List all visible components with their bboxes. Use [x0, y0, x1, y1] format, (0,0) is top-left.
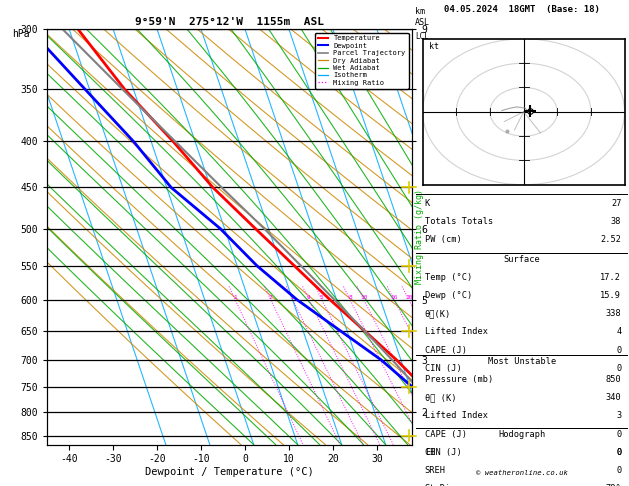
- Text: Surface: Surface: [504, 255, 540, 264]
- Title: 9°59'N  275°12'W  1155m  ASL: 9°59'N 275°12'W 1155m ASL: [135, 17, 324, 27]
- Text: 8: 8: [348, 295, 352, 300]
- Text: 2.52: 2.52: [601, 235, 621, 244]
- Text: θᴇ (K): θᴇ (K): [425, 393, 457, 402]
- Text: CAPE (J): CAPE (J): [425, 346, 467, 355]
- Text: LCL: LCL: [416, 32, 430, 41]
- Text: θᴇ(K): θᴇ(K): [425, 310, 451, 318]
- Text: 4: 4: [616, 328, 621, 336]
- Text: Temp (°C): Temp (°C): [425, 273, 472, 282]
- Text: km
ASL: km ASL: [415, 7, 430, 27]
- Text: EH: EH: [425, 448, 435, 457]
- Text: Lifted Index: Lifted Index: [425, 412, 488, 420]
- Text: Mixing Ratio (g/kg): Mixing Ratio (g/kg): [415, 190, 424, 284]
- Text: 3: 3: [616, 412, 621, 420]
- Text: 0: 0: [616, 448, 621, 457]
- X-axis label: Dewpoint / Temperature (°C): Dewpoint / Temperature (°C): [145, 467, 314, 477]
- Text: 0: 0: [616, 364, 621, 373]
- Text: 27: 27: [611, 199, 621, 208]
- Text: 10: 10: [360, 295, 367, 300]
- Text: SREH: SREH: [425, 466, 446, 475]
- Text: 15.9: 15.9: [601, 291, 621, 300]
- Text: StmDir: StmDir: [425, 485, 457, 486]
- Text: 0: 0: [616, 466, 621, 475]
- Text: CIN (J): CIN (J): [425, 364, 462, 373]
- Text: Dewp (°C): Dewp (°C): [425, 291, 472, 300]
- Text: hPa: hPa: [13, 29, 30, 39]
- Text: K: K: [425, 199, 430, 208]
- Text: 17.2: 17.2: [601, 273, 621, 282]
- Text: Lifted Index: Lifted Index: [425, 328, 488, 336]
- Text: 0: 0: [616, 448, 621, 457]
- Text: 338: 338: [606, 310, 621, 318]
- Text: CAPE (J): CAPE (J): [425, 430, 467, 438]
- Text: 1: 1: [233, 295, 237, 300]
- Legend: Temperature, Dewpoint, Parcel Trajectory, Dry Adiabat, Wet Adiabat, Isotherm, Mi: Temperature, Dewpoint, Parcel Trajectory…: [314, 33, 408, 88]
- Text: 340: 340: [606, 393, 621, 402]
- Text: Totals Totals: Totals Totals: [425, 217, 493, 226]
- Text: © weatheronline.co.uk: © weatheronline.co.uk: [476, 470, 568, 476]
- Text: 2: 2: [269, 295, 273, 300]
- Text: 850: 850: [606, 375, 621, 384]
- Text: kt: kt: [430, 42, 440, 51]
- Text: CIN (J): CIN (J): [425, 448, 462, 457]
- Text: Hodograph: Hodograph: [498, 430, 546, 439]
- Text: Pressure (mb): Pressure (mb): [425, 375, 493, 384]
- Text: 3: 3: [291, 295, 295, 300]
- Text: 04.05.2024  18GMT  (Base: 18): 04.05.2024 18GMT (Base: 18): [444, 5, 600, 14]
- Text: Most Unstable: Most Unstable: [488, 357, 556, 366]
- Text: 5: 5: [320, 295, 324, 300]
- Text: 16: 16: [390, 295, 398, 300]
- Text: 4: 4: [307, 295, 311, 300]
- Text: 78°: 78°: [606, 485, 621, 486]
- Text: 0: 0: [616, 430, 621, 438]
- Text: 20: 20: [405, 295, 413, 300]
- Text: 38: 38: [611, 217, 621, 226]
- Text: PW (cm): PW (cm): [425, 235, 462, 244]
- Text: 0: 0: [616, 346, 621, 355]
